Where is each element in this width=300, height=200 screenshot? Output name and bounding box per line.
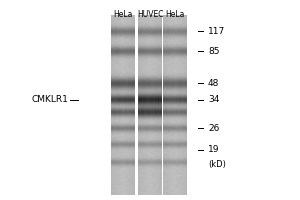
Text: 117: 117 xyxy=(208,27,225,36)
Text: 19: 19 xyxy=(208,146,220,154)
Text: HeLa: HeLa xyxy=(165,10,185,19)
Text: CMKLR1: CMKLR1 xyxy=(31,95,68,104)
Text: HUVEC: HUVEC xyxy=(137,10,163,19)
Text: 48: 48 xyxy=(208,79,219,88)
Text: 85: 85 xyxy=(208,46,220,55)
Text: 34: 34 xyxy=(208,95,219,104)
Text: HeLa: HeLa xyxy=(113,10,133,19)
Text: 26: 26 xyxy=(208,124,219,133)
Text: (kD): (kD) xyxy=(208,160,226,169)
